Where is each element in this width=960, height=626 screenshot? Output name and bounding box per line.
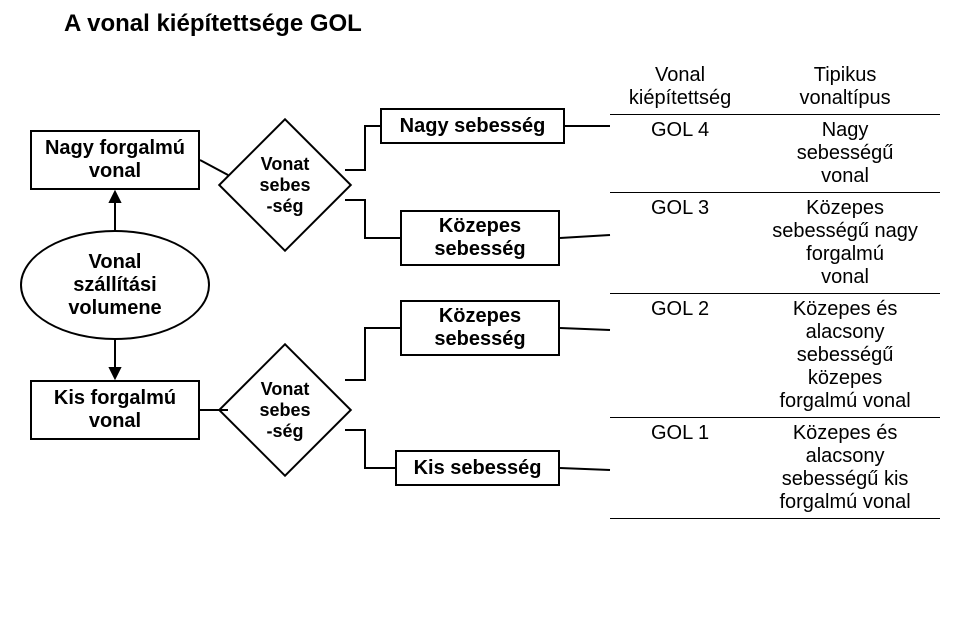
cell-gol: GOL 2 — [610, 294, 750, 418]
node-out-mid1: Közepessebesség — [400, 210, 560, 266]
th-left: Vonalkiépítettség — [610, 60, 750, 115]
cell-gol: GOL 1 — [610, 418, 750, 519]
th-right: Tipikusvonaltípus — [750, 60, 940, 115]
node-out-high: Nagy sebesség — [380, 108, 565, 144]
node-out-mid2: Közepessebesség — [400, 300, 560, 356]
table-row: GOL 1Közepes ésalacsonysebességű kisforg… — [610, 418, 940, 519]
table-row: GOL 2Közepes ésalacsonysebességűközepesf… — [610, 294, 940, 418]
gol-table: Vonalkiépítettség Tipikusvonaltípus GOL … — [610, 60, 940, 519]
cell-type: Nagysebességűvonal — [750, 115, 940, 193]
cell-gol: GOL 4 — [610, 115, 750, 193]
cell-type: Közepessebességű nagyforgalmúvonal — [750, 193, 940, 294]
node-speed-top: Vonatsebes-ség — [220, 120, 350, 250]
page-title: A vonal kiépítettsége GOL — [64, 10, 362, 38]
table-header-row: Vonalkiépítettség Tipikusvonaltípus — [610, 60, 940, 115]
node-big-traffic: Nagy forgalmúvonal — [30, 130, 200, 190]
cell-type: Közepes ésalacsonysebességű kisforgalmú … — [750, 418, 940, 519]
cell-gol: GOL 3 — [610, 193, 750, 294]
node-speed-bot: Vonatsebes-ség — [220, 345, 350, 475]
node-volume-ellipse: Vonalszállításivolumene — [20, 230, 210, 340]
table-row: GOL 3Közepessebességű nagyforgalmúvonal — [610, 193, 940, 294]
node-out-low: Kis sebesség — [395, 450, 560, 486]
table-row: GOL 4Nagysebességűvonal — [610, 115, 940, 193]
diamond-text: Vonatsebes-ség — [220, 345, 350, 475]
diamond-text: Vonatsebes-ség — [220, 120, 350, 250]
cell-type: Közepes ésalacsonysebességűközepesforgal… — [750, 294, 940, 418]
node-small-traffic: Kis forgalmúvonal — [30, 380, 200, 440]
